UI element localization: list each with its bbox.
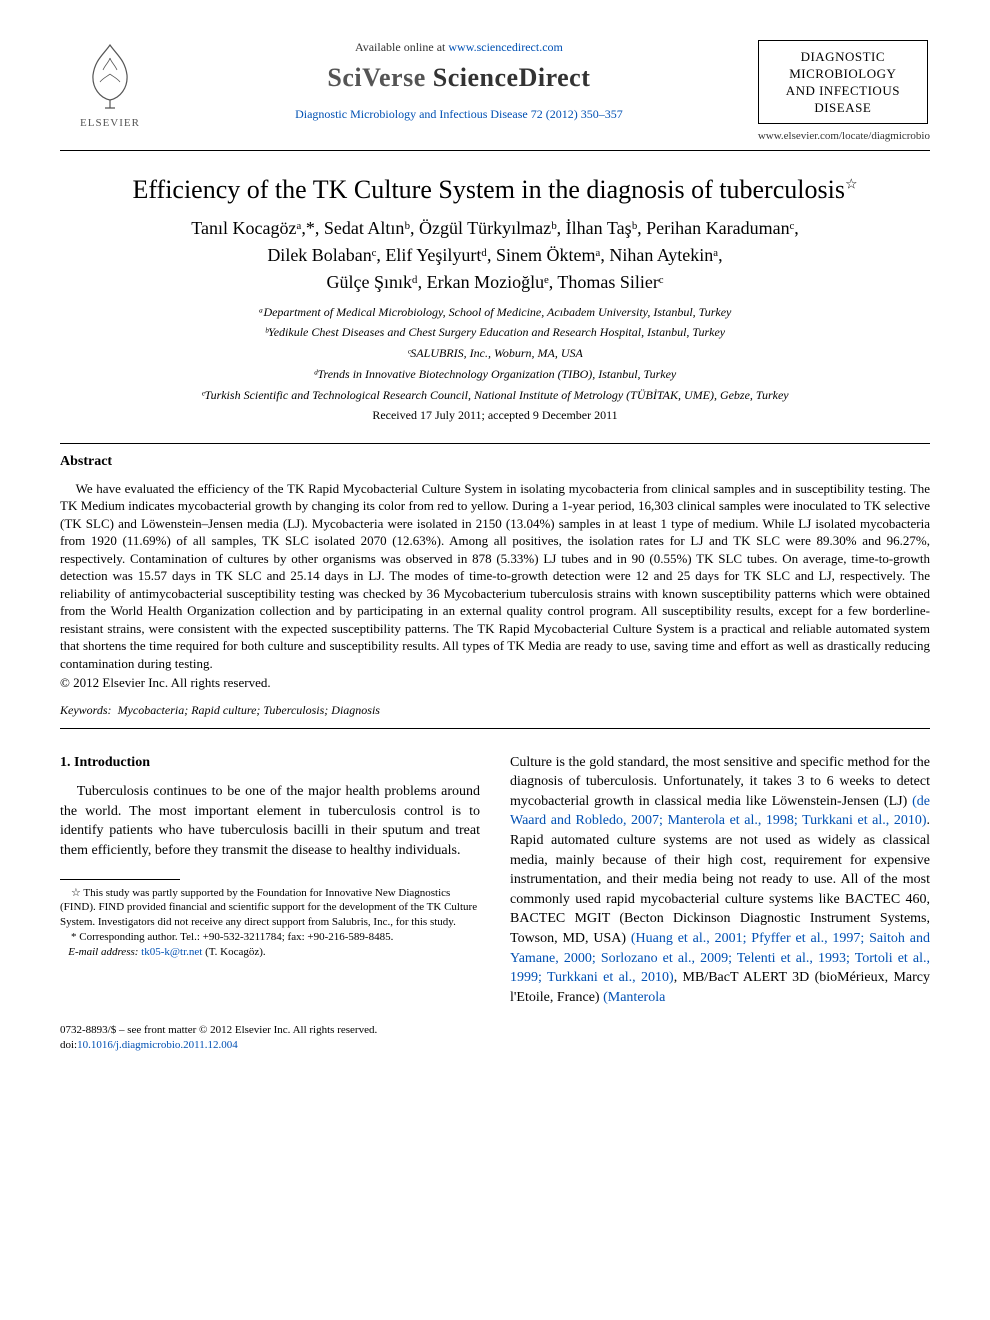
body-columns: 1. Introduction Tuberculosis continues t… xyxy=(60,753,930,1008)
journal-box-line4: DISEASE xyxy=(765,100,921,117)
keywords-line: Keywords: Mycobacteria; Rapid culture; T… xyxy=(60,703,930,718)
affiliation-c: ᶜSALUBRIS, Inc., Woburn, MA, USA xyxy=(60,345,930,362)
footnote-funding: ☆ This study was partly supported by the… xyxy=(60,886,480,931)
title-footnote-star: ☆ xyxy=(845,177,858,192)
footnote-email: E-mail address: tk05-k@tr.net (T. Kocagö… xyxy=(60,945,480,960)
authors-line-3: Gülçe Şınıkᵈ, Erkan Mozioğluᵉ, Thomas Si… xyxy=(60,269,930,296)
page-footer: 0732-8893/$ – see front matter © 2012 El… xyxy=(60,1023,930,1052)
authors-line-1: Tanıl Kocagözᵃ,*, Sedat Altınᵇ, Özgül Tü… xyxy=(60,215,930,242)
affiliation-a: ᵃDepartment of Medical Microbiology, Sch… xyxy=(60,304,930,321)
center-header: Available online at www.sciencedirect.co… xyxy=(160,40,758,122)
intro-paragraph-1: Tuberculosis continues to be one of the … xyxy=(60,782,480,860)
abstract-top-rule xyxy=(60,443,930,444)
footnotes-block: ☆ This study was partly supported by the… xyxy=(60,886,480,960)
journal-ref-link[interactable]: Diagnostic Microbiology and Infectious D… xyxy=(295,107,623,121)
front-matter-line: 0732-8893/$ – see front matter © 2012 El… xyxy=(60,1023,377,1037)
page-header: ELSEVIER Available online at www.science… xyxy=(60,40,930,142)
journal-box-line1: DIAGNOSTIC xyxy=(765,49,921,66)
doi-prefix: doi: xyxy=(60,1039,77,1051)
intro-paragraph-2: Culture is the gold standard, the most s… xyxy=(510,753,930,1008)
abstract-label: Abstract xyxy=(60,454,930,470)
abstract-bottom-rule xyxy=(60,728,930,729)
doi-link[interactable]: 10.1016/j.diagmicrobio.2011.12.004 xyxy=(77,1039,238,1051)
journal-box-line2: MICROBIOLOGY xyxy=(765,66,921,83)
available-prefix: Available online at xyxy=(355,40,448,54)
publisher-name: ELSEVIER xyxy=(60,117,160,129)
citation-link-3[interactable]: (Manterola xyxy=(603,990,665,1005)
authors-block: Tanıl Kocagözᵃ,*, Sedat Altınᵇ, Özgül Tü… xyxy=(60,215,930,296)
col2-text-a: Culture is the gold standard, the most s… xyxy=(510,755,930,809)
title-text: Efficiency of the TK Culture System in t… xyxy=(132,175,844,204)
journal-title-box: DIAGNOSTIC MICROBIOLOGY AND INFECTIOUS D… xyxy=(758,40,928,124)
journal-reference[interactable]: Diagnostic Microbiology and Infectious D… xyxy=(180,107,738,122)
footer-left: 0732-8893/$ – see front matter © 2012 El… xyxy=(60,1023,377,1052)
section-1-heading: 1. Introduction xyxy=(60,753,480,773)
available-online: Available online at www.sciencedirect.co… xyxy=(180,40,738,55)
journal-homepage-url: www.elsevier.com/locate/diagmicrobio xyxy=(758,130,930,142)
left-column: 1. Introduction Tuberculosis continues t… xyxy=(60,753,480,1008)
article-title: Efficiency of the TK Culture System in t… xyxy=(60,175,930,205)
affiliation-e: ᵉTurkish Scientific and Technological Re… xyxy=(60,387,930,404)
affiliation-d: ᵈTrends in Innovative Biotechnology Orga… xyxy=(60,366,930,383)
doi-line: doi:10.1016/j.diagmicrobio.2011.12.004 xyxy=(60,1038,377,1052)
email-label: E-mail address: xyxy=(68,946,141,958)
copyright-line: © 2012 Elsevier Inc. All rights reserved… xyxy=(60,675,930,691)
footnote-corresponding: * Corresponding author. Tel.: +90-532-32… xyxy=(60,930,480,945)
sciencedirect-link[interactable]: www.sciencedirect.com xyxy=(448,40,563,54)
keywords-label: Keywords: xyxy=(60,703,112,717)
journal-box-line3: AND INFECTIOUS xyxy=(765,83,921,100)
email-suffix: (T. Kocagöz). xyxy=(202,946,265,958)
platform-logo: SciVerse ScienceDirect xyxy=(180,63,738,93)
footnote-rule xyxy=(60,879,180,880)
elsevier-tree-icon xyxy=(75,40,145,110)
right-column: Culture is the gold standard, the most s… xyxy=(510,753,930,1008)
article-dates: Received 17 July 2011; accepted 9 Decemb… xyxy=(60,408,930,423)
col2-text-b: . Rapid automated culture systems are no… xyxy=(510,813,930,946)
header-rule xyxy=(60,150,930,151)
affiliation-b: ᵇYedikule Chest Diseases and Chest Surge… xyxy=(60,324,930,341)
corresponding-email-link[interactable]: tk05-k@tr.net xyxy=(141,946,202,958)
publisher-logo-block: ELSEVIER xyxy=(60,40,160,129)
journal-box-wrapper: DIAGNOSTIC MICROBIOLOGY AND INFECTIOUS D… xyxy=(758,40,930,142)
abstract-text: We have evaluated the efficiency of the … xyxy=(60,480,930,673)
keywords-values: Mycobacteria; Rapid culture; Tuberculosi… xyxy=(118,703,380,717)
authors-line-2: Dilek Bolabanᶜ, Elif Yeşilyurtᵈ, Sinem Ö… xyxy=(60,242,930,269)
